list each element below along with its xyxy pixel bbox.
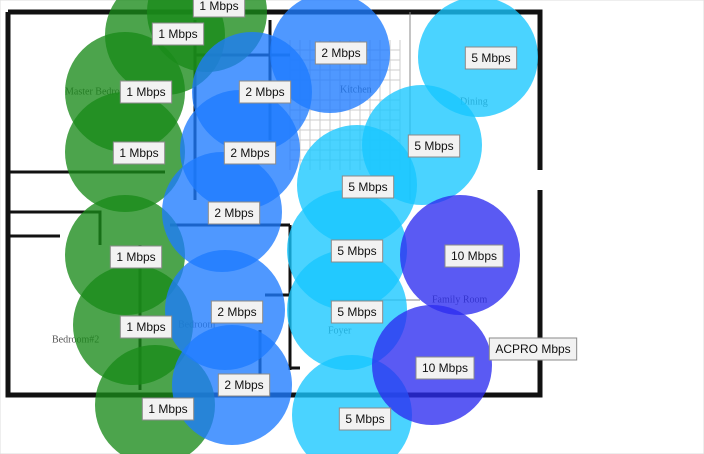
speed-label: 1 Mbps [126,85,165,99]
speed-label: 10 Mbps [451,249,497,263]
speed-label: ACPRO Mbps [495,342,570,356]
speed-label: 2 Mbps [217,305,256,319]
speed-label: 1 Mbps [126,320,165,334]
label-box [488,337,578,361]
speed-label: 2 Mbps [230,146,269,160]
speed-label: 5 Mbps [348,180,387,194]
label-box [119,80,173,104]
speed-label: 5 Mbps [337,305,376,319]
label-box [330,239,384,263]
speed-label: 2 Mbps [214,206,253,220]
label-box [407,134,461,158]
speed-label: 1 Mbps [119,146,158,160]
speed-label: 5 Mbps [471,51,510,65]
label-box [341,175,395,199]
label-box [151,22,205,46]
speed-label: 2 Mbps [321,46,360,60]
speed-label: 1 Mbps [148,402,187,416]
label-box [192,0,246,18]
speed-label: 5 Mbps [414,139,453,153]
label-box [119,315,173,339]
label-box [207,201,261,225]
label-box [238,80,292,104]
speed-label: 1 Mbps [116,250,155,264]
label-box [141,397,195,421]
label-box [330,300,384,324]
label-box [314,41,368,65]
label-box [444,244,504,268]
label-box [109,245,163,269]
speed-label: 1 Mbps [199,0,238,13]
label-box [464,46,518,70]
label-box [112,141,166,165]
speed-labels: 1 Mbps 1 Mbps 1 Mbps 1 Mbps 1 Mbps 1 Mbps 1 Mb… [109,0,578,431]
speed-label: 5 Mbps [345,412,384,426]
speed-label: 10 Mbps [422,361,468,375]
label-box [217,373,271,397]
label-box [415,356,475,380]
label-box [338,407,392,431]
speed-label: 2 Mbps [224,378,263,392]
speed-label: 5 Mbps [337,244,376,258]
speed-label: 1 Mbps [158,27,197,41]
label-box [210,300,264,324]
label-box [223,141,277,165]
speed-label: 2 Mbps [245,85,284,99]
